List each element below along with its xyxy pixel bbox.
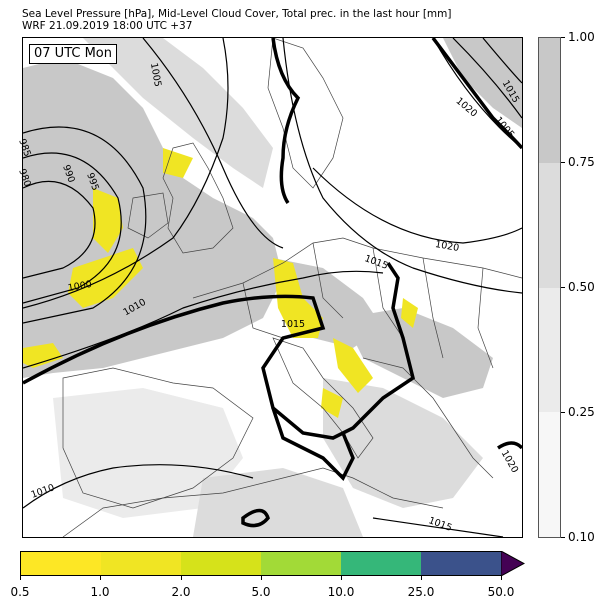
precip-colorbar-label: 5.0	[251, 585, 271, 599]
cloud-area-southeast	[323, 378, 483, 508]
precip-tick	[421, 576, 422, 580]
precip-tick	[501, 576, 502, 580]
coast-africa	[62, 467, 444, 537]
coast-ireland	[127, 192, 169, 239]
cloud-colorbar-segment-4	[539, 412, 560, 537]
cloud-area-iberia	[53, 388, 243, 518]
isobar-line-low-2	[23, 152, 122, 304]
isobar-line-1000	[23, 38, 229, 309]
cloud-tick	[561, 287, 565, 288]
isobar-line-1010	[23, 270, 384, 369]
cloud-area-africa	[193, 468, 363, 537]
time-label: 07 UTC Mon	[29, 44, 117, 64]
coast-britain	[162, 142, 234, 254]
cloud-colorbar-label: 0.10	[568, 530, 595, 544]
coast-balkans	[362, 357, 494, 479]
cloud-colorbar-label: 0.50	[568, 280, 595, 294]
precip-tick	[100, 576, 101, 580]
precip-colorbar	[20, 551, 502, 576]
country-borders	[242, 242, 494, 369]
cloud-colorbar-segment-2	[539, 162, 560, 288]
chart-title-line2: WRF 21.09.2019 18:00 UTC +37	[22, 20, 193, 32]
coast-scandinavia	[267, 38, 344, 189]
thick-contour-main	[23, 262, 415, 440]
thick-contour-north	[271, 38, 301, 204]
precip-colorbar-segment-3	[181, 552, 261, 575]
precip-colorbar-segment-2	[101, 552, 181, 575]
cloud-area-north	[83, 38, 273, 188]
isobar-line-1015	[282, 38, 522, 294]
cloud-colorbar-segment-3	[539, 287, 560, 413]
cloud-colorbar-segment-1	[539, 38, 560, 163]
precip-area-4	[333, 338, 373, 393]
precip-colorbar-label: 2.0	[171, 585, 191, 599]
precip-tick	[20, 576, 21, 580]
precip-area-5	[163, 148, 193, 178]
coast-continent	[192, 237, 522, 299]
precip-colorbar-label: 1.0	[90, 585, 110, 599]
cloud-colorbar-label: 0.75	[568, 155, 595, 169]
precip-colorbar-segment-1	[21, 552, 101, 575]
weather-map	[22, 37, 523, 538]
coast-italy	[272, 337, 374, 459]
cloud-tick	[561, 162, 565, 163]
precip-colorbar-label: 50.0	[487, 585, 515, 599]
cloud-area-balkans	[343, 308, 493, 398]
precip-colorbar-label: 10.0	[327, 585, 355, 599]
cloud-colorbar-label: 1.00	[568, 30, 595, 44]
precip-colorbar-label: 25.0	[407, 585, 435, 599]
precip-colorbar-segment-6	[421, 552, 501, 575]
thick-contour-italy	[271, 407, 355, 481]
precip-tick	[341, 576, 342, 580]
cloud-cover-colorbar	[538, 37, 561, 538]
precip-area-6	[321, 388, 343, 418]
precip-area-8	[23, 343, 63, 368]
precip-area-7	[401, 298, 418, 328]
isobar-line-1020-sw	[23, 464, 254, 509]
isobar-line-1005	[142, 38, 284, 249]
isobar-label: 1015	[280, 319, 306, 330]
map-canvas	[23, 38, 522, 537]
isobar-line-ne-1	[452, 38, 522, 119]
isobar-line-1020-se	[372, 517, 504, 537]
cloud-tick	[561, 537, 565, 538]
precip-colorbar-segment-4	[261, 552, 341, 575]
thick-1015-contour	[23, 38, 522, 528]
isobar-line-low-3	[23, 126, 147, 324]
cloud-tick	[561, 412, 565, 413]
coastlines	[62, 38, 522, 537]
chart-title-line1: Sea Level Pressure [hPa], Mid-Level Clou…	[22, 8, 452, 20]
thick-contour-ne	[431, 38, 522, 150]
thick-contour-se	[497, 441, 522, 450]
precip-tick	[181, 576, 182, 580]
precip-colorbar-extend-arrow	[501, 551, 525, 576]
thick-contour-africa	[241, 508, 270, 528]
cloud-tick	[561, 37, 565, 38]
isobar-line-ne-2	[482, 38, 522, 84]
precip-colorbar-label: 0.5	[10, 585, 30, 599]
precip-area-2	[93, 188, 123, 253]
precip-tick	[261, 576, 262, 580]
isobar-line-low-1	[23, 180, 96, 279]
cloud-colorbar-label: 0.25	[568, 405, 595, 419]
isobar-line-1020	[312, 167, 522, 244]
precip-colorbar-segment-5	[341, 552, 421, 575]
